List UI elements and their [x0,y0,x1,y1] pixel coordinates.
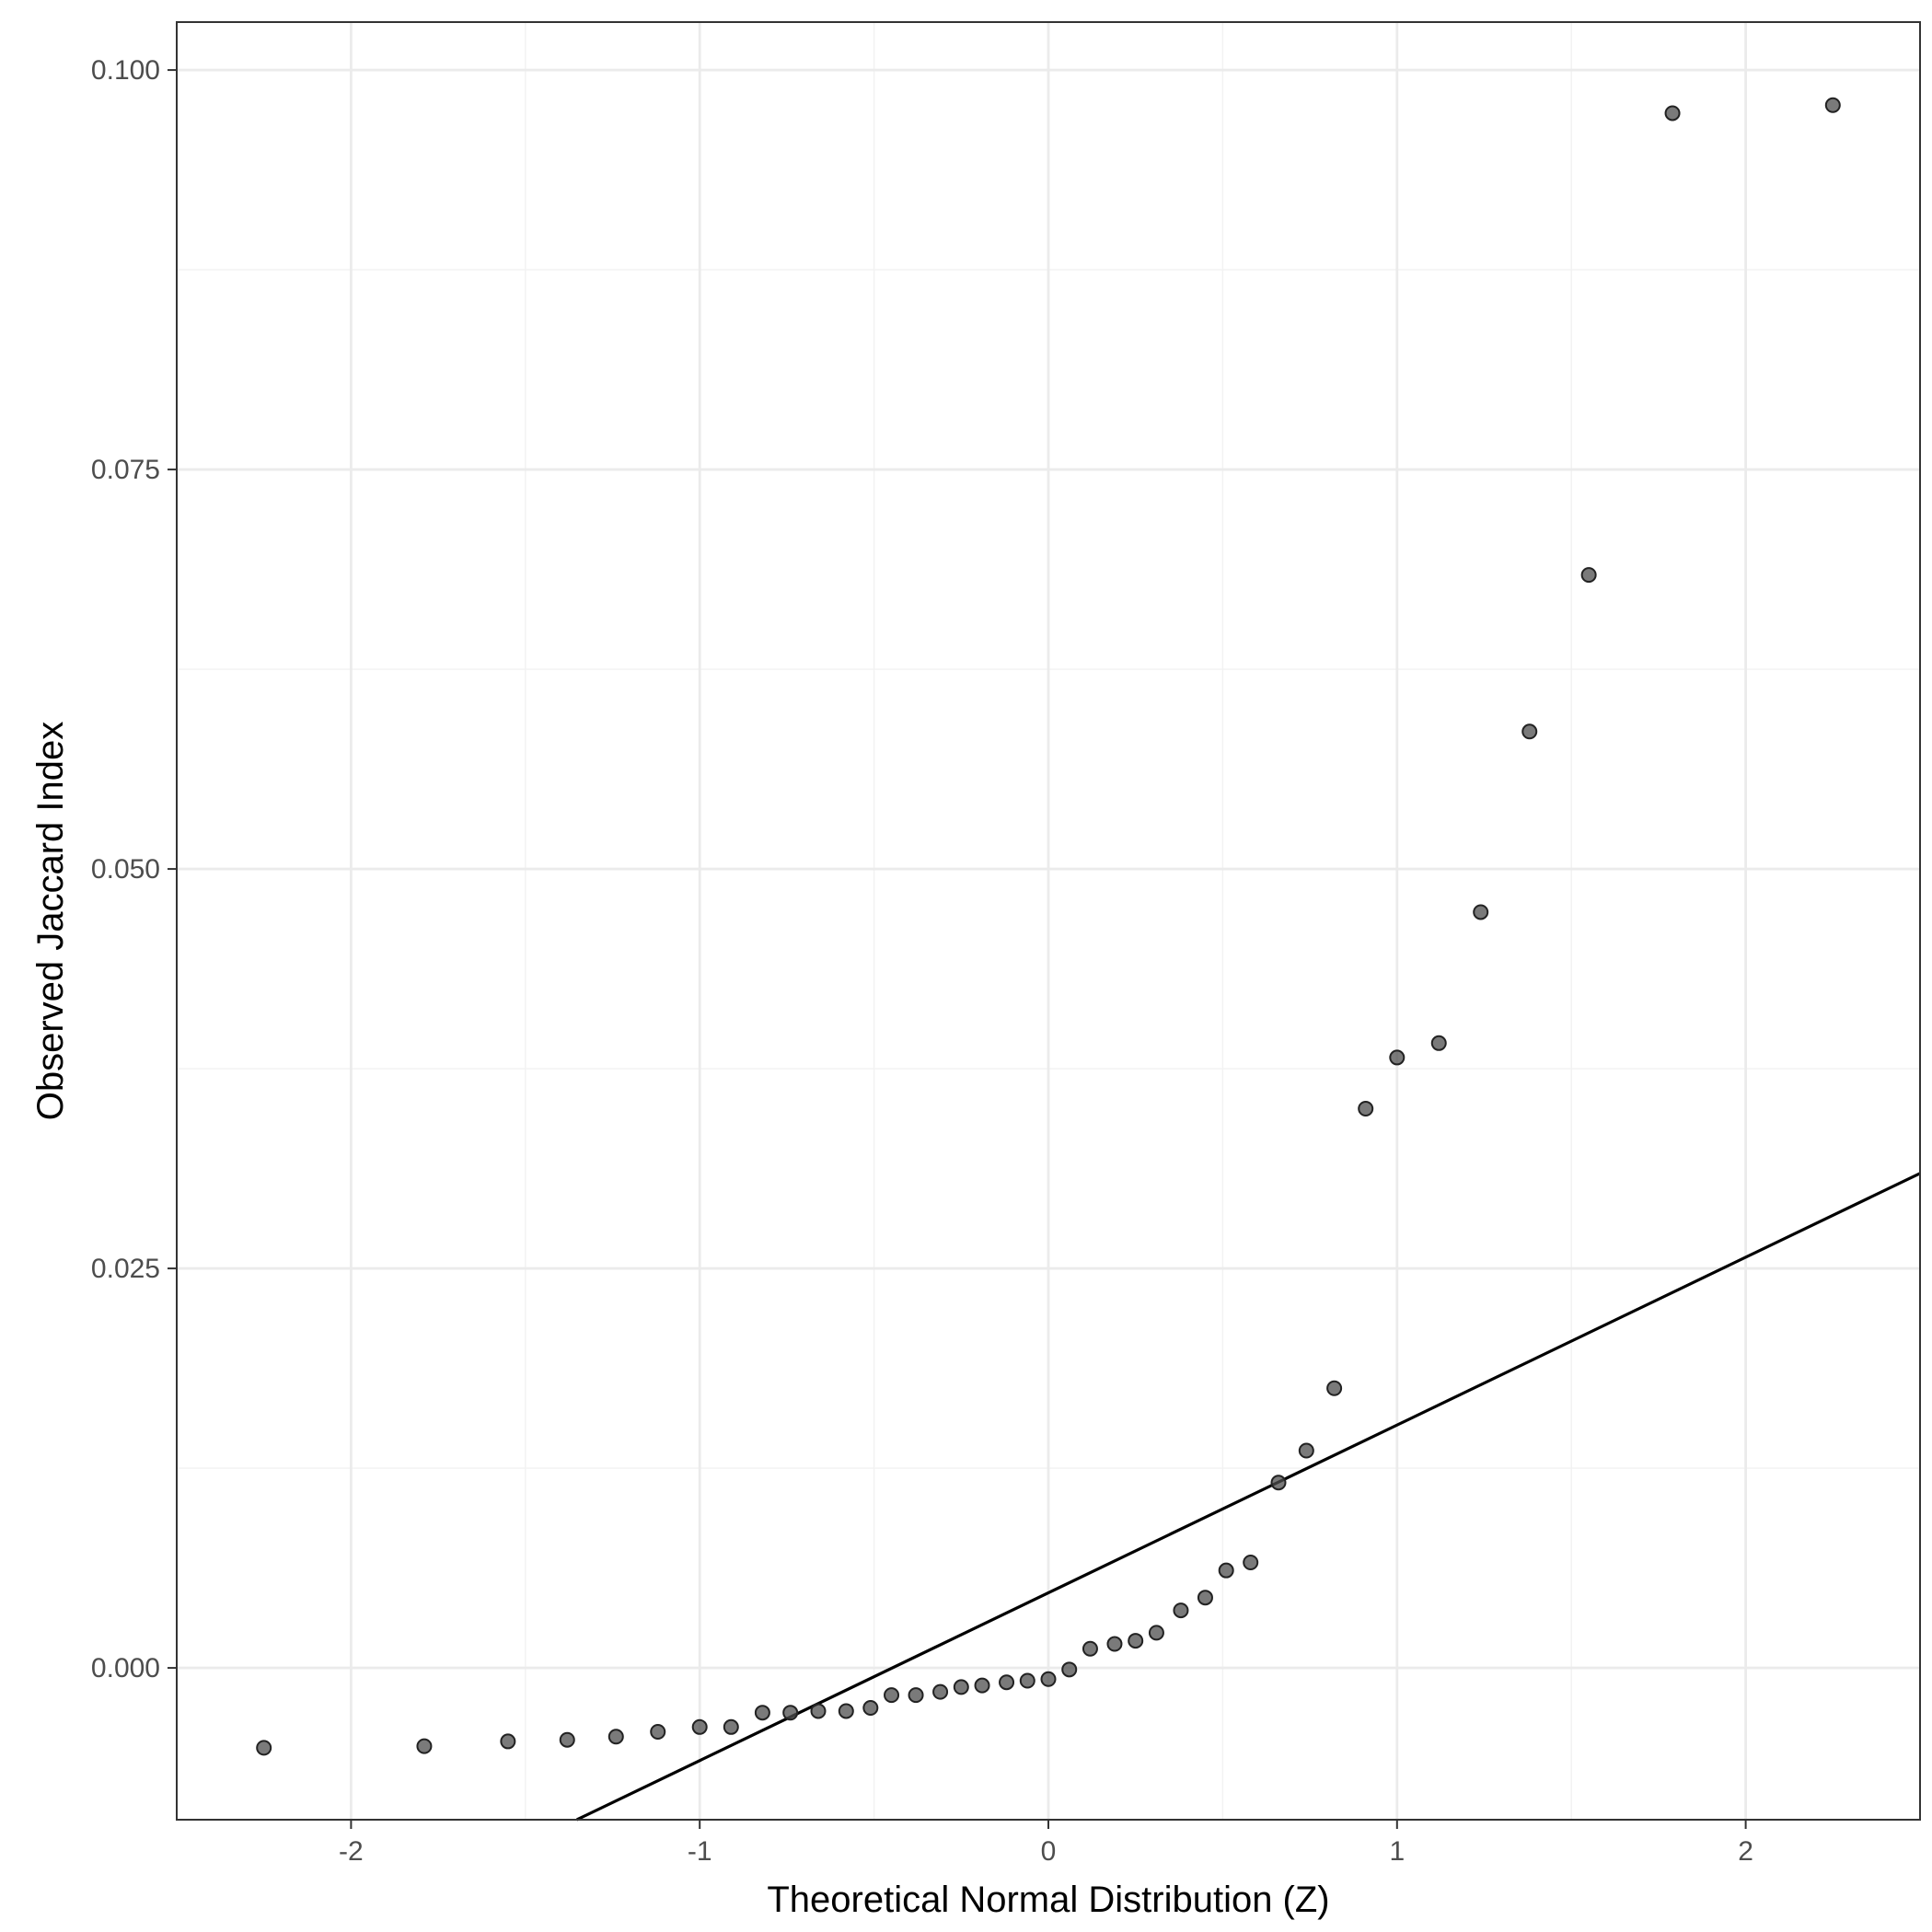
data-point [1197,1590,1213,1606]
data-point [500,1733,516,1750]
data-point [932,1683,949,1700]
data-point [1173,1602,1189,1619]
y-tick-label: 0.050 [91,854,160,885]
y-tick-label: 0.025 [91,1254,160,1284]
data-point [1473,904,1489,920]
data-point [1019,1672,1035,1689]
x-axis-title: Theoretical Normal Distribution (Z) [767,1880,1329,1920]
data-point [650,1724,666,1741]
data-point [1430,1035,1447,1051]
data-point [953,1679,969,1695]
reference-line-layer [576,1172,1921,1822]
x-tick-label: -1 [688,1836,712,1867]
data-point [1358,1100,1374,1116]
x-axis-ticks: -2 -1 0 1 2 [339,1820,1753,1867]
reference-line [576,1172,1921,1822]
data-point [1298,1442,1314,1459]
data-point [754,1705,770,1721]
x-tick-label: 0 [1041,1836,1057,1867]
data-point [999,1674,1015,1691]
data-point [416,1738,433,1754]
data-point [1326,1380,1343,1396]
data-point [1243,1555,1259,1571]
data-point [1082,1640,1098,1657]
data-point [1148,1625,1164,1641]
major-gridlines [177,22,1920,1820]
data-point [810,1703,827,1719]
data-point [1521,723,1538,740]
data-point [1061,1661,1078,1678]
data-points [256,97,1841,1756]
data-point [1128,1633,1144,1649]
data-point [559,1731,575,1748]
x-tick-label: 2 [1738,1836,1753,1867]
data-point [1218,1562,1234,1579]
data-point [1824,97,1841,113]
data-point [862,1699,879,1716]
y-axis-title: Observed Jaccard Index [30,722,71,1121]
data-point [256,1740,272,1756]
data-point [1106,1636,1123,1652]
data-point [1270,1475,1287,1491]
data-point [723,1718,739,1735]
data-point [782,1705,799,1721]
data-point [1664,105,1681,121]
data-point [908,1687,924,1704]
data-point [1389,1049,1406,1066]
y-tick-label: 0.000 [91,1653,160,1683]
y-tick-label: 0.100 [91,55,160,86]
y-axis-ticks: 0.000 0.025 0.050 0.075 0.100 [91,55,177,1683]
x-tick-label: 1 [1389,1836,1405,1867]
x-tick-label: -2 [339,1836,364,1867]
data-point [691,1718,708,1735]
data-point [1040,1671,1057,1687]
data-point [1580,567,1597,584]
data-point [974,1677,990,1694]
data-point [607,1729,624,1745]
data-point [884,1687,900,1704]
data-point [838,1703,854,1719]
y-tick-label: 0.075 [91,455,160,485]
